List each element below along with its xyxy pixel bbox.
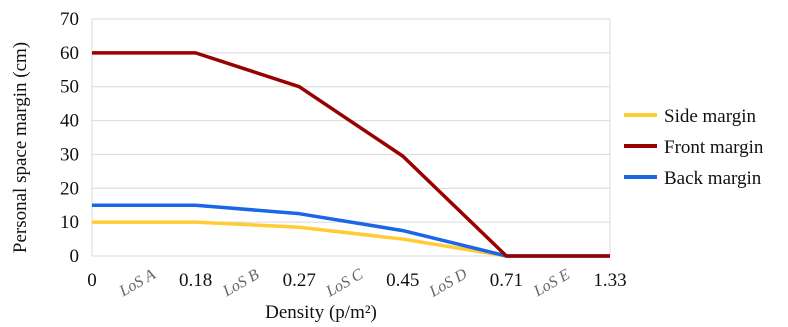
legend: Side margin Front margin Back margin	[624, 106, 764, 189]
plot-frame	[91, 19, 611, 256]
series-line-back-margin	[92, 203, 610, 258]
x-tick-label: 0.71	[490, 270, 523, 291]
x-tick-label: 0.45	[386, 270, 419, 291]
region-label: LoS C	[322, 266, 366, 301]
region-label: LoS B	[219, 266, 262, 301]
y-tick-label: 0	[70, 246, 80, 267]
y-tick-label: 20	[60, 178, 79, 199]
y-tick-label: 40	[60, 111, 79, 132]
y-tick-label: 70	[60, 9, 79, 30]
x-tick-label: 1.33	[593, 270, 626, 291]
y-tick-labels: 0 10 20 30 40 50 60 70	[60, 9, 79, 267]
y-axis-title: Personal space margin (cm)	[10, 42, 31, 253]
y-tick-label: 10	[60, 212, 79, 233]
series-line-front-margin	[92, 51, 610, 258]
x-tick-label: 0	[87, 270, 97, 291]
legend-label: Side margin	[664, 106, 757, 127]
series-line-side-margin	[92, 220, 610, 258]
y-tick-label: 60	[60, 43, 79, 64]
x-tick-labels: 0 0.18 0.27 0.45 0.71 1.33	[87, 270, 626, 291]
legend-label: Front margin	[664, 137, 764, 158]
y-tick-label: 50	[60, 77, 79, 98]
x-tick-label: 0.27	[283, 270, 316, 291]
x-tick-label: 0.18	[179, 270, 212, 291]
region-label: LoS D	[426, 265, 471, 301]
series-lines	[92, 51, 610, 258]
x-axis-title: Density (p/m²)	[265, 302, 377, 323]
region-label: LoS E	[530, 266, 573, 301]
y-tick-label: 30	[60, 144, 79, 165]
legend-label: Back margin	[664, 168, 762, 189]
region-label: LoS A	[116, 266, 159, 301]
